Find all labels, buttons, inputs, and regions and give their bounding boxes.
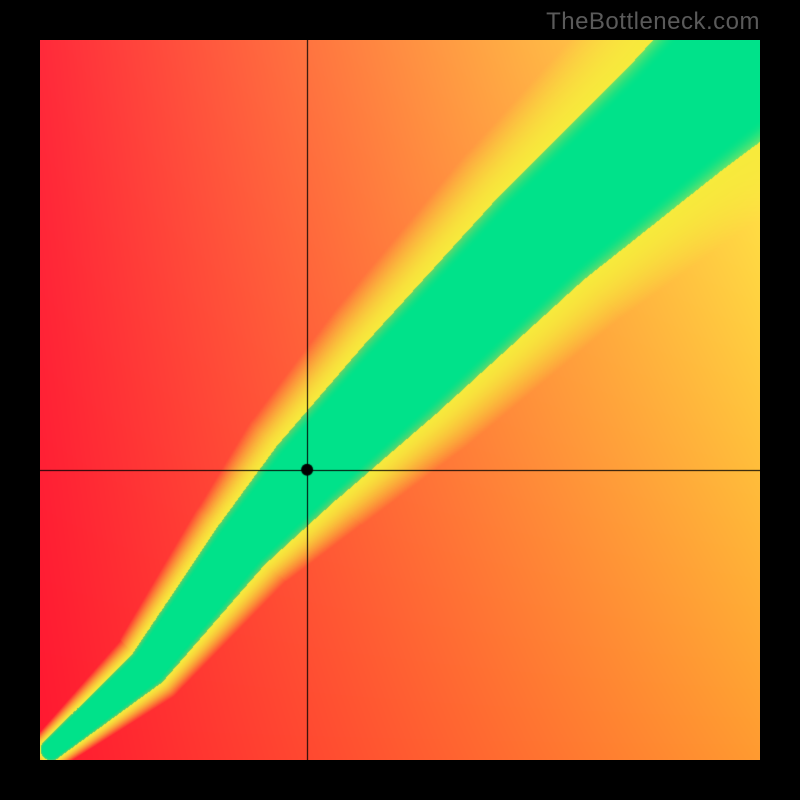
chart-container: TheBottleneck.com — [0, 0, 800, 800]
plot-area — [40, 40, 760, 760]
watermark-text: TheBottleneck.com — [546, 8, 760, 36]
heatmap-canvas — [40, 40, 760, 760]
